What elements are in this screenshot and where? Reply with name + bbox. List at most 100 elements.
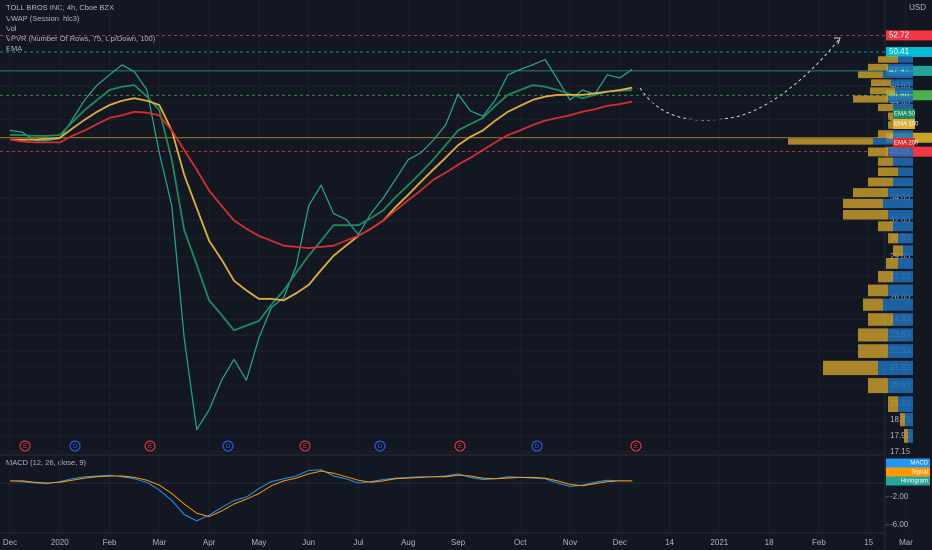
x-tick-label: Oct <box>514 538 527 547</box>
macd-title: MACD (12, 26, close, 9) <box>6 458 87 467</box>
vpvr-down <box>863 298 883 311</box>
vpvr-down <box>823 360 878 376</box>
vpvr-up <box>883 198 913 209</box>
x-tick-label: Mar <box>899 538 913 547</box>
indicator-label: EMA <box>6 44 22 53</box>
vpvr-down <box>878 130 893 138</box>
x-tick-label: Apr <box>203 538 216 547</box>
price-badge-label: 47.91 <box>889 66 910 75</box>
price-line <box>9 58 633 431</box>
vpvr-up <box>888 188 913 198</box>
event-marker <box>374 440 386 452</box>
price-badge <box>886 46 932 57</box>
event-label: D <box>73 444 78 450</box>
ema-line <box>9 100 633 249</box>
vpvr-up <box>898 396 913 413</box>
x-tick-label: 15 <box>864 538 873 547</box>
macd-badge-label: Histogram <box>901 479 928 485</box>
projection-curve <box>639 37 841 121</box>
vpvr-up <box>883 298 913 311</box>
vpvr-up <box>888 63 913 71</box>
event-marker <box>69 440 81 452</box>
vpvr-down <box>843 209 888 220</box>
vpvr-up <box>888 378 913 394</box>
y-tick-label: 26.00 <box>890 293 911 302</box>
vpvr-down <box>858 328 888 342</box>
x-tick-label: 14 <box>665 538 674 547</box>
vpvr-down <box>871 79 891 87</box>
projection-arrow <box>834 37 841 45</box>
event-marker <box>630 440 642 452</box>
vpvr-down <box>878 56 898 63</box>
ema-badge <box>893 119 915 129</box>
vpvr-down <box>868 147 888 157</box>
vpvr-down <box>878 221 893 232</box>
y-tick-label: 32.00 <box>890 216 911 225</box>
vpvr-down <box>868 177 893 187</box>
vpvr-down <box>888 396 898 413</box>
vpvr-up <box>908 428 913 443</box>
indicator-label: VPVR (Number Of Rows, 75, Up/Down, 100) <box>6 34 156 43</box>
macd-tick-label: -6.00 <box>890 520 909 529</box>
y-tick-label: 29.00 <box>890 252 911 261</box>
vpvr-up <box>893 221 913 232</box>
vpvr-up <box>883 71 913 79</box>
vpvr-up <box>888 344 913 358</box>
vpvr-up <box>898 258 913 269</box>
vpvr-down <box>868 284 888 297</box>
event-marker <box>222 440 234 452</box>
macd-badge <box>886 458 930 468</box>
vpvr-up <box>898 167 913 176</box>
vpvr-up <box>903 245 913 256</box>
vpvr-up <box>888 147 913 157</box>
event-marker <box>299 440 311 452</box>
vpvr-up <box>893 130 913 138</box>
x-tick-label: Dec <box>613 538 627 547</box>
macd-line <box>10 470 633 518</box>
event-label: D <box>226 444 231 450</box>
vpvr-up <box>893 103 913 112</box>
vpvr-down <box>878 157 893 166</box>
vpvr-down <box>788 138 873 145</box>
vpvr-down <box>858 344 888 358</box>
macd-tick-label: -2.00 <box>890 492 909 501</box>
event-marker <box>144 440 156 452</box>
vpvr-down <box>843 198 883 209</box>
vpvr-up <box>893 313 913 326</box>
vpvr-up <box>891 79 913 87</box>
vpvr-up <box>898 233 913 244</box>
event-marker <box>19 440 31 452</box>
vpvr-down <box>888 233 898 244</box>
vpvr-up <box>898 56 913 63</box>
vpvr-up <box>895 87 913 95</box>
price-badge <box>886 30 932 41</box>
vpvr-up <box>888 95 913 103</box>
indicator-label: Vol <box>6 24 17 33</box>
price-badge <box>886 90 932 101</box>
vpvr-down <box>853 188 888 198</box>
event-label: E <box>23 444 27 450</box>
macd-badge <box>886 467 930 477</box>
price-badge-label: 52.72 <box>889 30 910 39</box>
x-tick-label: May <box>251 538 266 547</box>
vpvr-down <box>853 95 888 103</box>
event-label: D <box>535 444 540 450</box>
x-tick-label: Aug <box>401 538 415 547</box>
indicator-label: VWAP (Session, hlc3) <box>6 14 80 23</box>
vpvr-up <box>888 284 913 297</box>
event-label: E <box>148 444 152 450</box>
currency: USD <box>909 3 926 12</box>
vpvr-down <box>868 63 888 71</box>
x-tick-label: 2020 <box>51 538 69 547</box>
ema-badge-label: EMA 100 <box>894 122 919 128</box>
ema-line <box>10 84 633 332</box>
vpvr-up <box>893 177 913 187</box>
price-badge-label: 44.86 <box>889 90 910 99</box>
vpvr-down <box>878 103 893 112</box>
event-label: E <box>634 444 638 450</box>
y-tick-label: 34.00 <box>890 193 911 202</box>
ema-badge-label: EMA 200 <box>894 141 919 147</box>
y-tick-label: 17.15 <box>890 447 911 456</box>
